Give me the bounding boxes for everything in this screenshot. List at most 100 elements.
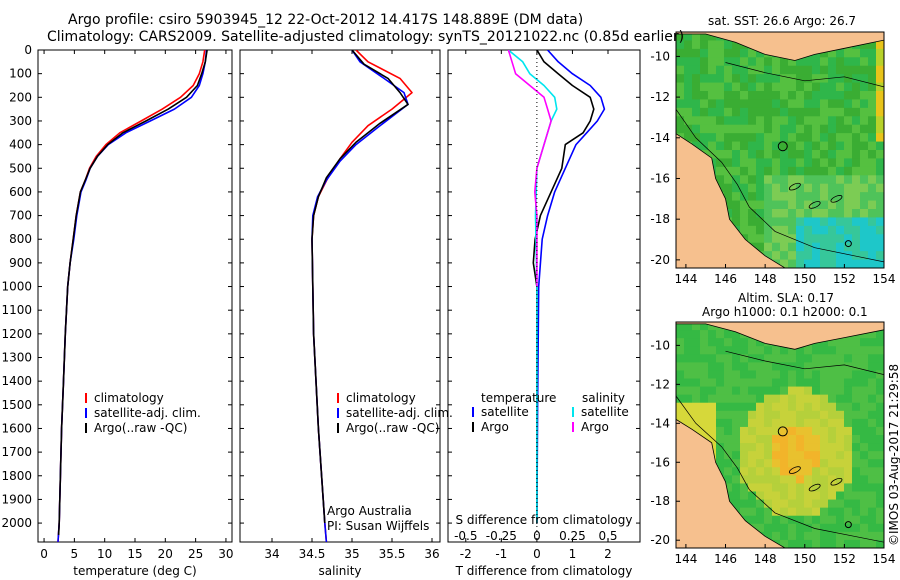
heat-cell xyxy=(796,116,805,126)
heat-cell xyxy=(740,82,749,92)
map-y-tick-label: -10 xyxy=(650,338,670,352)
argo-position-marker xyxy=(777,426,788,437)
heat-cell xyxy=(804,242,813,252)
x-tick-label: -2 xyxy=(460,547,472,561)
heat-cell xyxy=(860,354,869,363)
heat-cell xyxy=(804,531,813,541)
heat-cell xyxy=(804,426,813,436)
heat-cell xyxy=(756,150,765,159)
heat-cell xyxy=(740,192,749,202)
heat-cell xyxy=(692,370,701,379)
map-frame-sst-map xyxy=(675,31,885,269)
heat-cell xyxy=(756,346,765,355)
heat-cell xyxy=(796,183,805,193)
heat-cell xyxy=(876,192,884,202)
heat-cell xyxy=(780,346,789,355)
heat-cell xyxy=(708,133,717,143)
heat-cell xyxy=(860,499,869,509)
heat-cell xyxy=(868,386,877,396)
heat-cell xyxy=(852,251,861,261)
heat-cell xyxy=(860,394,869,404)
heat-cell xyxy=(828,234,837,244)
heat-cell xyxy=(796,394,805,404)
heat-cell xyxy=(812,410,821,420)
heat-cell xyxy=(748,435,757,444)
heat-cell xyxy=(732,200,741,210)
heat-cell xyxy=(796,251,805,261)
heat-cell xyxy=(692,74,701,84)
heat-cell xyxy=(764,116,773,126)
heat-cell xyxy=(724,418,733,428)
heat-cell xyxy=(764,99,773,109)
heat-cell xyxy=(788,175,797,185)
heat-cell xyxy=(844,370,853,379)
heat-cell xyxy=(796,459,805,468)
y-tick-label: 900 xyxy=(9,256,32,270)
heat-cell xyxy=(860,515,869,525)
temp-legend-entry: Argo(..raw -QC) xyxy=(94,421,187,435)
map-x-tick-label: 150 xyxy=(793,272,816,286)
heat-cell xyxy=(676,370,685,379)
heat-cell xyxy=(740,507,749,517)
heat-cell xyxy=(812,234,821,244)
heat-cell xyxy=(820,378,829,388)
heat-cell xyxy=(860,116,869,126)
heat-cell xyxy=(812,443,821,452)
map-x-tick-label: 150 xyxy=(793,552,816,566)
heat-cell xyxy=(844,116,853,126)
temp-legend-entry: climatology xyxy=(94,391,164,405)
heat-cell xyxy=(868,150,877,159)
y-tick-label: 1300 xyxy=(1,351,32,365)
heat-cell xyxy=(676,57,685,67)
heat-cell xyxy=(780,124,789,134)
y-tick-label: 200 xyxy=(9,90,32,104)
heat-cell xyxy=(772,65,781,75)
heat-cell xyxy=(804,507,813,517)
heat-cell xyxy=(740,443,749,452)
heat-cell xyxy=(780,141,789,151)
heat-cell xyxy=(748,459,757,468)
heat-cell xyxy=(844,459,853,468)
heat-cell xyxy=(804,107,813,117)
y-tick-label: 1200 xyxy=(1,327,32,341)
heat-cell xyxy=(844,443,853,452)
heat-cell xyxy=(820,107,829,117)
map-y-tick-label: -12 xyxy=(650,90,670,104)
heat-cell xyxy=(836,499,845,509)
x-tick-label: 36 xyxy=(424,547,439,561)
heat-cell xyxy=(764,515,773,525)
heat-cell xyxy=(876,91,884,100)
heat-cell xyxy=(812,370,821,379)
s-tick-label: -0.5 xyxy=(454,529,477,543)
heat-cell xyxy=(676,65,685,75)
heat-cell xyxy=(860,74,869,84)
heat-cell xyxy=(676,330,685,339)
heat-cell xyxy=(820,523,829,533)
heat-cell xyxy=(692,346,701,355)
heat-cell xyxy=(860,40,869,50)
heat-cell xyxy=(852,217,861,227)
heat-cell xyxy=(740,217,749,227)
heat-cell xyxy=(860,475,869,484)
heat-cell xyxy=(868,175,877,185)
heat-cell xyxy=(700,107,709,117)
heat-cell xyxy=(732,491,741,501)
heat-cell xyxy=(676,116,685,126)
heat-cell xyxy=(700,74,709,84)
heat-cell xyxy=(860,141,869,151)
heat-cell xyxy=(764,183,773,193)
heat-cell xyxy=(844,225,853,235)
heat-cell xyxy=(828,426,837,436)
heat-cell xyxy=(860,386,869,396)
heat-cell xyxy=(796,515,805,525)
heat-cell xyxy=(852,491,861,501)
heat-cell xyxy=(836,491,845,501)
heat-cell xyxy=(836,483,845,492)
heat-cell xyxy=(796,82,805,92)
heat-cell xyxy=(820,435,829,444)
heat-cell xyxy=(788,378,797,388)
heat-cell xyxy=(860,362,869,371)
heat-cell xyxy=(804,133,813,143)
heat-cell xyxy=(780,459,789,468)
